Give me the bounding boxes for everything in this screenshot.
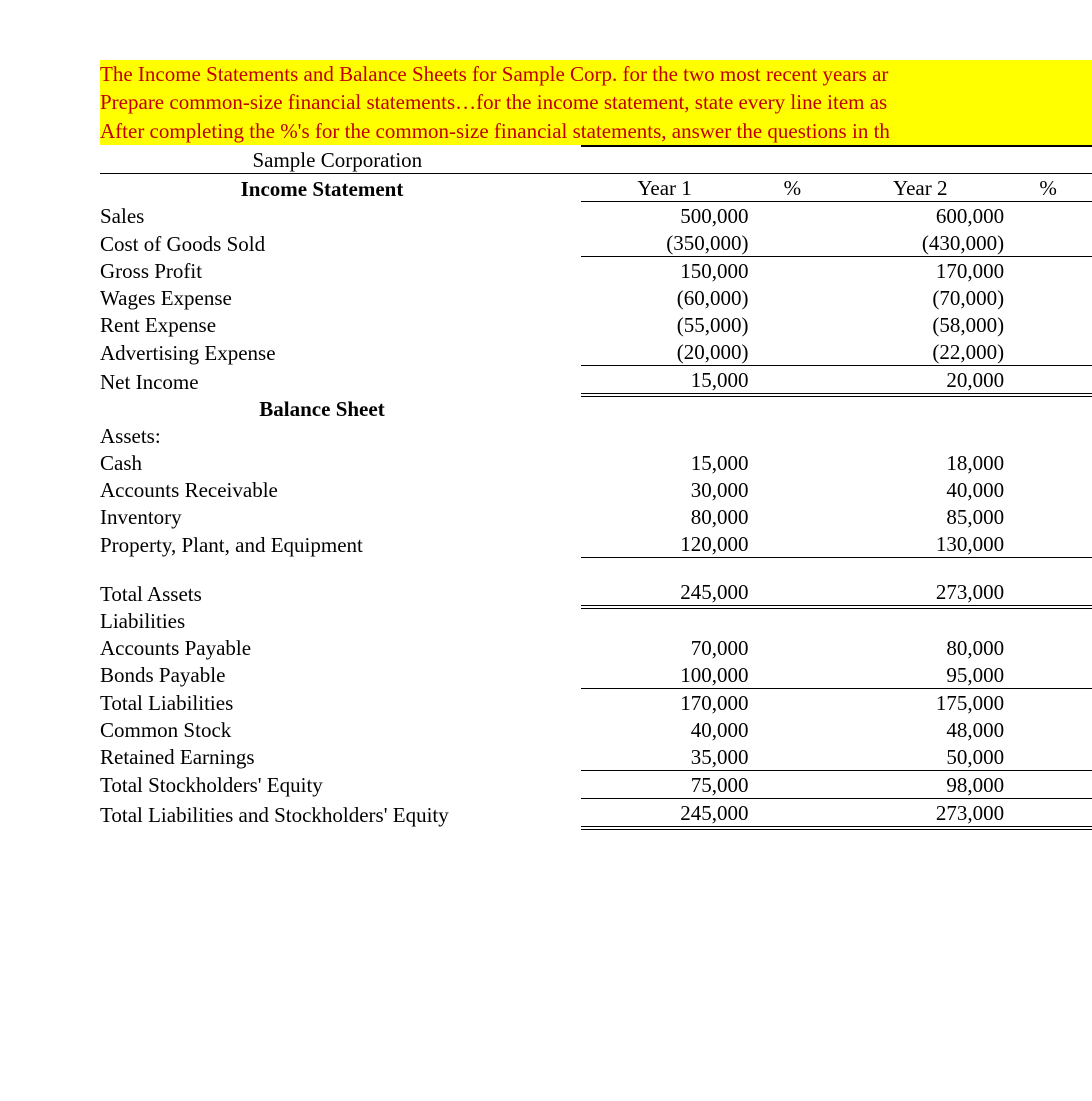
label-tse: Total Stockholders' Equity — [100, 770, 550, 798]
pct2-header: % — [1010, 174, 1092, 202]
row-total-liabilities: Total Liabilities 170,000 175,000 — [100, 688, 1092, 716]
re-y2: 50,000 — [836, 743, 1010, 771]
label-ar: Accounts Receivable — [100, 476, 550, 503]
ar-y1: 30,000 — [581, 476, 755, 503]
net-y2: 20,000 — [836, 366, 1010, 396]
cogs-y2: (430,000) — [836, 229, 1010, 257]
label-total-assets: Total Assets — [100, 578, 550, 607]
balance-sheet-header-row: Balance Sheet — [100, 395, 1092, 422]
title-row: Sample Corporation — [100, 146, 1092, 174]
net-y1: 15,000 — [581, 366, 755, 396]
label-ap: Accounts Payable — [100, 634, 550, 661]
label-total-liab: Total Liabilities — [100, 688, 550, 716]
balance-sheet-header: Balance Sheet — [100, 395, 550, 422]
row-cash: Cash 15,000 18,000 — [100, 449, 1092, 476]
tlse-y1: 245,000 — [581, 798, 755, 828]
row-net-income: Net Income 15,000 20,000 — [100, 366, 1092, 396]
label-tlse: Total Liabilities and Stockholders' Equi… — [100, 798, 550, 828]
row-ar: Accounts Receivable 30,000 40,000 — [100, 476, 1092, 503]
tse-y2: 98,000 — [836, 770, 1010, 798]
pct1-header: % — [755, 174, 837, 202]
label-ppe: Property, Plant, and Equipment — [100, 530, 550, 558]
ppe-y1: 120,000 — [581, 530, 755, 558]
row-total-equity: Total Stockholders' Equity 75,000 98,000 — [100, 770, 1092, 798]
bonds-y2: 95,000 — [836, 661, 1010, 689]
ar-y2: 40,000 — [836, 476, 1010, 503]
total-assets-y1: 245,000 — [581, 578, 755, 607]
label-liabilities: Liabilities — [100, 607, 550, 634]
cash-y2: 18,000 — [836, 449, 1010, 476]
tse-y1: 75,000 — [581, 770, 755, 798]
instruction-line-3: After completing the %'s for the common-… — [100, 117, 1092, 145]
ap-y1: 70,000 — [581, 634, 755, 661]
label-rent: Rent Expense — [100, 311, 550, 338]
row-wages: Wages Expense (60,000) (70,000) — [100, 284, 1092, 311]
ap-y2: 80,000 — [836, 634, 1010, 661]
gross-y1: 150,000 — [581, 257, 755, 285]
label-cs: Common Stock — [100, 716, 550, 743]
inv-y1: 80,000 — [581, 503, 755, 530]
rent-y2: (58,000) — [836, 311, 1010, 338]
year1-header: Year 1 — [581, 174, 755, 202]
total-assets-y2: 273,000 — [836, 578, 1010, 607]
label-inv: Inventory — [100, 503, 550, 530]
row-advertising: Advertising Expense (20,000) (22,000) — [100, 338, 1092, 366]
financial-statement-page: The Income Statements and Balance Sheets… — [0, 0, 1092, 870]
bonds-y1: 100,000 — [581, 661, 755, 689]
row-retained-earnings: Retained Earnings 35,000 50,000 — [100, 743, 1092, 771]
wages-y2: (70,000) — [836, 284, 1010, 311]
instruction-highlight: The Income Statements and Balance Sheets… — [100, 60, 1092, 145]
row-sales: Sales 500,000 600,000 — [100, 202, 1092, 230]
sales-y1: 500,000 — [581, 202, 755, 230]
income-statement-header: Income Statement — [100, 174, 550, 202]
total-liab-y2: 175,000 — [836, 688, 1010, 716]
tlse-y2: 273,000 — [836, 798, 1010, 828]
label-bonds: Bonds Payable — [100, 661, 550, 689]
sales-y2: 600,000 — [836, 202, 1010, 230]
column-header-row: Income Statement Year 1 % Year 2 % — [100, 174, 1092, 202]
instruction-line-2: Prepare common-size financial statements… — [100, 88, 1092, 116]
label-wages: Wages Expense — [100, 284, 550, 311]
row-total-assets: Total Assets 245,000 273,000 — [100, 578, 1092, 607]
year2-header: Year 2 — [836, 174, 1010, 202]
row-bonds: Bonds Payable 100,000 95,000 — [100, 661, 1092, 689]
rent-y1: (55,000) — [581, 311, 755, 338]
total-liab-y1: 170,000 — [581, 688, 755, 716]
label-adv: Advertising Expense — [100, 338, 550, 366]
cs-y2: 48,000 — [836, 716, 1010, 743]
cash-y1: 15,000 — [581, 449, 755, 476]
row-ap: Accounts Payable 70,000 80,000 — [100, 634, 1092, 661]
wages-y1: (60,000) — [581, 284, 755, 311]
row-gross-profit: Gross Profit 150,000 170,000 — [100, 257, 1092, 285]
label-cogs: Cost of Goods Sold — [100, 229, 550, 257]
label-assets: Assets: — [100, 422, 550, 449]
label-net: Net Income — [100, 366, 550, 396]
row-liabilities-header: Liabilities — [100, 607, 1092, 634]
financial-table: Sample Corporation Income Statement Year… — [100, 145, 1092, 830]
spacer-row — [100, 558, 1092, 578]
row-total-liab-equity: Total Liabilities and Stockholders' Equi… — [100, 798, 1092, 828]
row-common-stock: Common Stock 40,000 48,000 — [100, 716, 1092, 743]
row-rent: Rent Expense (55,000) (58,000) — [100, 311, 1092, 338]
ppe-y2: 130,000 — [836, 530, 1010, 558]
inv-y2: 85,000 — [836, 503, 1010, 530]
company-title: Sample Corporation — [100, 146, 581, 174]
row-cogs: Cost of Goods Sold (350,000) (430,000) — [100, 229, 1092, 257]
cs-y1: 40,000 — [581, 716, 755, 743]
re-y1: 35,000 — [581, 743, 755, 771]
adv-y1: (20,000) — [581, 338, 755, 366]
row-assets-header: Assets: — [100, 422, 1092, 449]
row-inventory: Inventory 80,000 85,000 — [100, 503, 1092, 530]
row-ppe: Property, Plant, and Equipment 120,000 1… — [100, 530, 1092, 558]
label-gross: Gross Profit — [100, 257, 550, 285]
adv-y2: (22,000) — [836, 338, 1010, 366]
label-re: Retained Earnings — [100, 743, 550, 771]
cogs-y1: (350,000) — [581, 229, 755, 257]
instruction-line-1: The Income Statements and Balance Sheets… — [100, 60, 1092, 88]
label-cash: Cash — [100, 449, 550, 476]
label-sales: Sales — [100, 202, 550, 230]
gross-y2: 170,000 — [836, 257, 1010, 285]
